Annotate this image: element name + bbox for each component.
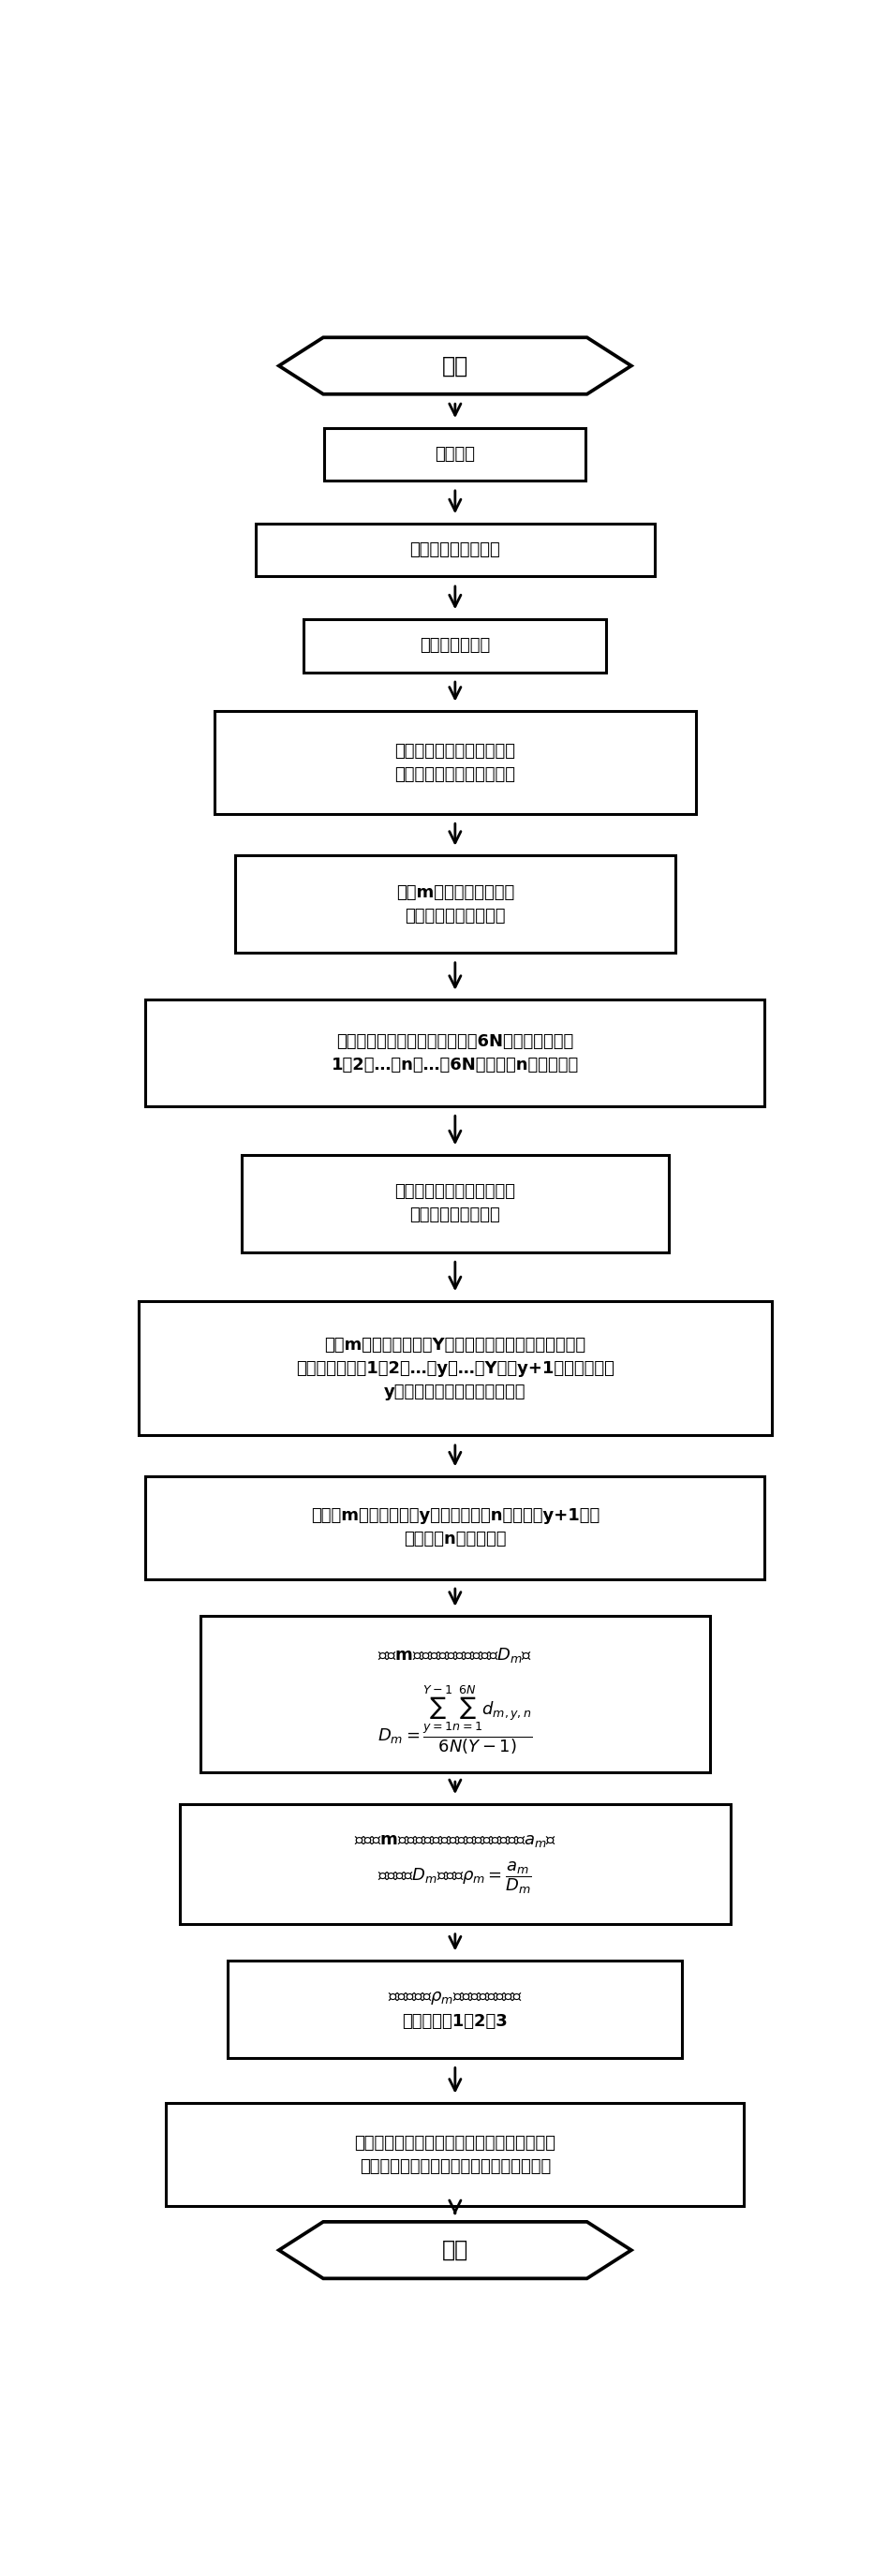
Bar: [234, 855, 676, 953]
Bar: [214, 711, 696, 814]
Bar: [201, 1615, 710, 1772]
Text: 双目摄像头采集图像: 双目摄像头采集图像: [409, 541, 501, 559]
Bar: [256, 523, 654, 577]
Bar: [242, 1154, 669, 1252]
Bar: [228, 1960, 682, 2058]
Text: 计算第m个子区域中最大多边形的边长均值$a_m$与
距离均值$D_m$的比值$\rho_m=\dfrac{a_m}{D_m}$: 计算第m个子区域中最大多边形的边长均值$a_m$与 距离均值$D_m$的比值$\…: [353, 1832, 557, 1896]
Text: 按顺时针方向从参考边开始，将6N条边分别记作第
1，2，…，n，…，6N条边，第n条边长记作: 按顺时针方向从参考边开始，将6N条边分别记作第 1，2，…，n，…，6N条边，第…: [331, 1033, 579, 1074]
Bar: [166, 2102, 744, 2205]
Text: 处理捕获的图像: 处理捕获的图像: [420, 636, 490, 654]
Bar: [146, 999, 765, 1105]
Bar: [324, 428, 586, 482]
Text: $D_m=\dfrac{\sum_{y=1}^{Y-1}\sum_{n=1}^{6N}d_{m,y,n}}{6N(Y-1)}$: $D_m=\dfrac{\sum_{y=1}^{Y-1}\sum_{n=1}^{…: [377, 1685, 533, 1757]
Bar: [139, 1301, 772, 1435]
Text: 找到每个光源在图像上的对
应子区域及其中的闭合图形: 找到每个光源在图像上的对 应子区域及其中的闭合图形: [394, 742, 516, 783]
Text: 剔除边长中的最大值和最小
值，求剩余边长均值: 剔除边长中的最大值和最小 值，求剩余边长均值: [394, 1182, 516, 1224]
Text: 结束: 结束: [442, 2239, 468, 2262]
Text: 将光源按照$\rho_m$值从小到大的顺序
分别编码为1，2，3: 将光源按照$\rho_m$值从小到大的顺序 分别编码为1，2，3: [388, 1989, 522, 2030]
Text: 若第m个子区域中包含Y个多边形，将多边形按从大到小
的顺序分别记作1，2，…，y，…，Y，第y+1个多边形与第
y个多边形的邻边编号均相同。: 若第m个子区域中包含Y个多边形，将多边形按从大到小 的顺序分别记作1，2，…，y…: [296, 1337, 614, 1399]
Text: 通过搜索预先存储在设备中的编码与坐标之间
的映射，找到图像中光源在空间中的坐标值: 通过搜索预先存储在设备中的编码与坐标之间 的映射，找到图像中光源在空间中的坐标值: [354, 2136, 556, 2174]
Text: 开始: 开始: [442, 355, 468, 376]
Bar: [304, 618, 607, 672]
Text: 光源发光: 光源发光: [435, 446, 475, 464]
Text: 取第m个子区域中最大多
边形的任意边为参考边: 取第m个子区域中最大多 边形的任意边为参考边: [396, 884, 514, 925]
Text: 得到第m个子区域中第y个多边形的第n条边与第y+1条多
边形的第n条边的距离: 得到第m个子区域中第y个多边形的第n条边与第y+1条多 边形的第n条边的距离: [311, 1507, 599, 1548]
Text: 对第m个子区域的距离求均值$D_m$，: 对第m个子区域的距离求均值$D_m$，: [377, 1646, 533, 1664]
Bar: [146, 1476, 765, 1579]
Polygon shape: [279, 2221, 631, 2280]
Bar: [179, 1803, 730, 1924]
Polygon shape: [279, 337, 631, 394]
